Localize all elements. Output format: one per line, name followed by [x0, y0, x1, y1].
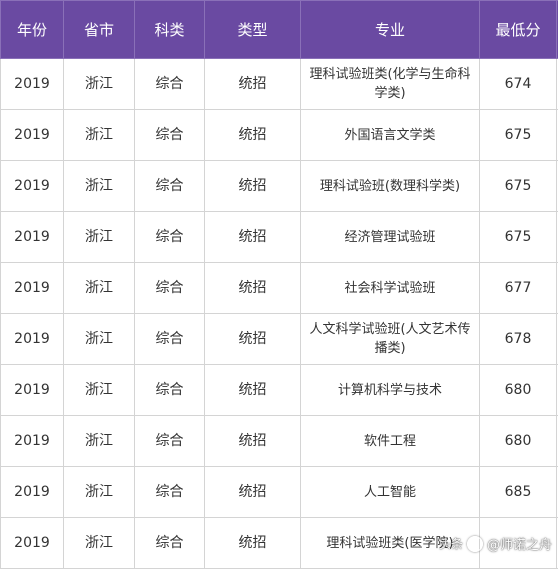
- table-row: 2019 浙江 综合 统招 社会科学试验班 677: [1, 263, 558, 314]
- table-row: 2019 浙江 综合 统招 计算机科学与技术 680: [1, 365, 558, 416]
- cell-min-score: 678: [480, 314, 557, 365]
- cell-min-score: 677: [480, 263, 557, 314]
- cell-province: 浙江: [64, 467, 135, 518]
- cell-year: 2019: [1, 263, 64, 314]
- cell-subject: 综合: [135, 161, 205, 212]
- cell-subject: 综合: [135, 365, 205, 416]
- table-row: 2019 浙江 综合 统招 人文科学试验班(人文艺术传播类) 678: [1, 314, 558, 365]
- table-row: 2019 浙江 综合 统招 外国语言文学类 675: [1, 110, 558, 161]
- cell-year: 2019: [1, 161, 64, 212]
- cell-subject: 综合: [135, 314, 205, 365]
- cell-type: 统招: [205, 365, 301, 416]
- cell-min-score: 674: [480, 59, 557, 110]
- cell-province: 浙江: [64, 365, 135, 416]
- header-type: 类型: [205, 1, 301, 59]
- cell-major: 外国语言文学类: [301, 110, 480, 161]
- cell-year: 2019: [1, 365, 64, 416]
- cell-subject: 综合: [135, 416, 205, 467]
- cell-year: 2019: [1, 212, 64, 263]
- cell-province: 浙江: [64, 212, 135, 263]
- cell-year: 2019: [1, 314, 64, 365]
- cell-subject: 综合: [135, 263, 205, 314]
- header-min-score: 最低分: [480, 1, 557, 59]
- cell-min-score: 680: [480, 416, 557, 467]
- table-row: 2019 浙江 综合 统招 软件工程 680: [1, 416, 558, 467]
- cell-major: 人文科学试验班(人文艺术传播类): [301, 314, 480, 365]
- cell-min-score: 675: [480, 110, 557, 161]
- table-row: 2019 浙江 综合 统招 理科试验班类(化学与生命科学类) 674: [1, 59, 558, 110]
- cell-type: 统招: [205, 212, 301, 263]
- cell-major: 软件工程: [301, 416, 480, 467]
- header-year: 年份: [1, 1, 64, 59]
- cell-subject: 综合: [135, 467, 205, 518]
- cell-major: 计算机科学与技术: [301, 365, 480, 416]
- cell-type: 统招: [205, 161, 301, 212]
- cell-min-score: 685: [480, 467, 557, 518]
- cell-province: 浙江: [64, 314, 135, 365]
- cell-province: 浙江: [64, 416, 135, 467]
- cell-type: 统招: [205, 314, 301, 365]
- cell-major: 理科试验班类(化学与生命科学类): [301, 59, 480, 110]
- cell-major: 经济管理试验班: [301, 212, 480, 263]
- table-row: 2019 浙江 综合 统招 经济管理试验班 675: [1, 212, 558, 263]
- cell-type: 统招: [205, 59, 301, 110]
- cell-major: 社会科学试验班: [301, 263, 480, 314]
- header-major: 专业: [301, 1, 480, 59]
- cell-subject: 综合: [135, 212, 205, 263]
- cell-type: 统招: [205, 110, 301, 161]
- cell-province: 浙江: [64, 110, 135, 161]
- cell-subject: 综合: [135, 59, 205, 110]
- cell-major: 人工智能: [301, 467, 480, 518]
- cell-year: 2019: [1, 110, 64, 161]
- cell-type: 统招: [205, 467, 301, 518]
- cell-type: 统招: [205, 263, 301, 314]
- table-row: 2019 浙江 综合 统招 人工智能 685: [1, 467, 558, 518]
- cell-province: 浙江: [64, 161, 135, 212]
- cell-min-score: 675: [480, 161, 557, 212]
- table-header-row: 年份 省市 科类 类型 专业 最低分: [1, 1, 558, 59]
- cell-province: 浙江: [64, 263, 135, 314]
- header-province: 省市: [64, 1, 135, 59]
- cell-type: 统招: [205, 416, 301, 467]
- cell-year: 2019: [1, 59, 64, 110]
- cell-min-score: 680: [480, 365, 557, 416]
- table-row: 2019 浙江 综合 统招 理科试验班(数理科学类) 675: [1, 161, 558, 212]
- header-subject: 科类: [135, 1, 205, 59]
- cell-year: 2019: [1, 467, 64, 518]
- cell-min-score: 675: [480, 212, 557, 263]
- cell-subject: 综合: [135, 110, 205, 161]
- cell-province: 浙江: [64, 59, 135, 110]
- cell-major: 理科试验班(数理科学类): [301, 161, 480, 212]
- cell-year: 2019: [1, 416, 64, 467]
